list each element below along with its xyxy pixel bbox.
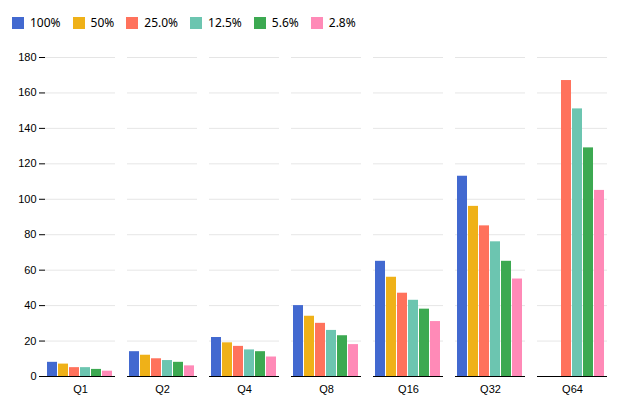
svg-text:100: 100 <box>18 193 36 205</box>
html-text:25.0%: 25.0% <box>144 14 179 31</box>
svg-text:Q64: Q64 <box>562 383 583 395</box>
svg-text:20: 20 <box>24 335 36 347</box>
svg-text:120: 120 <box>18 157 36 169</box>
svg-text:Q32: Q32 <box>480 383 501 395</box>
svg-text:0: 0 <box>30 370 36 382</box>
svg-text:140: 140 <box>18 122 36 134</box>
html-text:12.5%: 12.5% <box>208 14 242 31</box>
html-text:50%: 50% <box>90 14 115 31</box>
html-text:5.6%: 5.6% <box>271 14 299 31</box>
svg-text:80: 80 <box>24 228 36 240</box>
svg-text:Q1: Q1 <box>73 383 88 395</box>
svg-text:Q8: Q8 <box>319 383 334 395</box>
svg-text:Q16: Q16 <box>398 383 419 395</box>
svg-text:40: 40 <box>24 299 36 311</box>
html-text:2.8%: 2.8% <box>328 14 356 31</box>
svg-text:60: 60 <box>24 264 36 276</box>
svg-text:Q2: Q2 <box>155 383 170 395</box>
html-text:100%: 100% <box>30 14 61 31</box>
svg-text:160: 160 <box>18 86 36 98</box>
svg-text:Q4: Q4 <box>237 383 252 395</box>
svg-text:180: 180 <box>18 51 36 63</box>
